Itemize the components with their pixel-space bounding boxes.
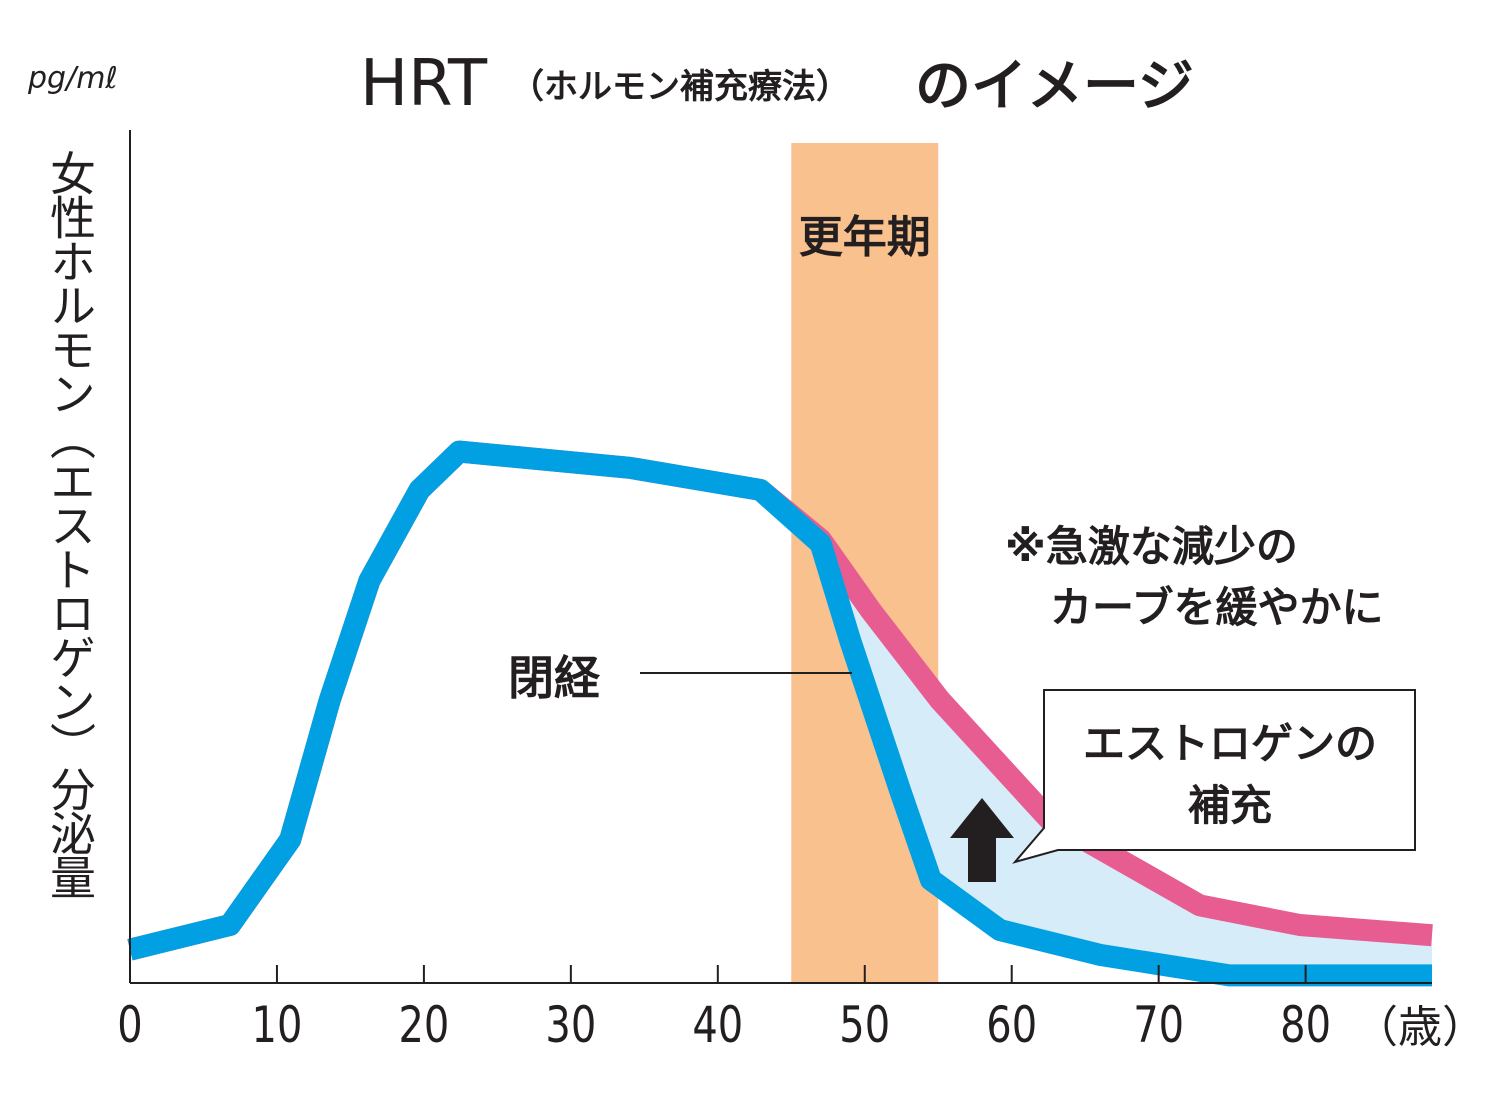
up-arrow-icon — [950, 798, 1014, 882]
y-axis-label: 女性ホルモン（エストロゲン）分泌量 — [43, 150, 97, 898]
chart-title-paren: （ホルモン補充療法） — [510, 67, 850, 107]
y-unit: pg/mℓ — [27, 61, 118, 96]
x-tick-label: 70 — [1133, 996, 1184, 1055]
band-label: 更年期 — [799, 212, 931, 263]
x-tick-label: 0 — [117, 996, 142, 1055]
chart-title-main: HRT — [360, 47, 488, 121]
x-tick-label: 50 — [839, 996, 890, 1055]
chart-title-suffix: のイメージ — [915, 54, 1194, 119]
note-line-2: カーブを緩やかに — [1050, 583, 1383, 632]
callout-line-2: 補充 — [1188, 781, 1272, 830]
x-tick-label: 80 — [1280, 996, 1331, 1055]
x-tick-label: 60 — [986, 996, 1037, 1055]
menopause-label: 閉経 — [508, 651, 601, 705]
callout-line-1: エストロゲンの — [1083, 719, 1377, 768]
x-tick-label: 20 — [398, 996, 449, 1055]
x-tick-label: 10 — [252, 996, 303, 1055]
x-tick-label: 40 — [692, 996, 743, 1055]
x-axis-label: （歳） — [1354, 1002, 1486, 1053]
x-tick-label: 30 — [545, 996, 596, 1055]
note-line-1: ※急激な減少の — [1005, 522, 1298, 571]
series-line-natural — [127, 440, 1432, 987]
callout-box — [1012, 689, 1416, 864]
